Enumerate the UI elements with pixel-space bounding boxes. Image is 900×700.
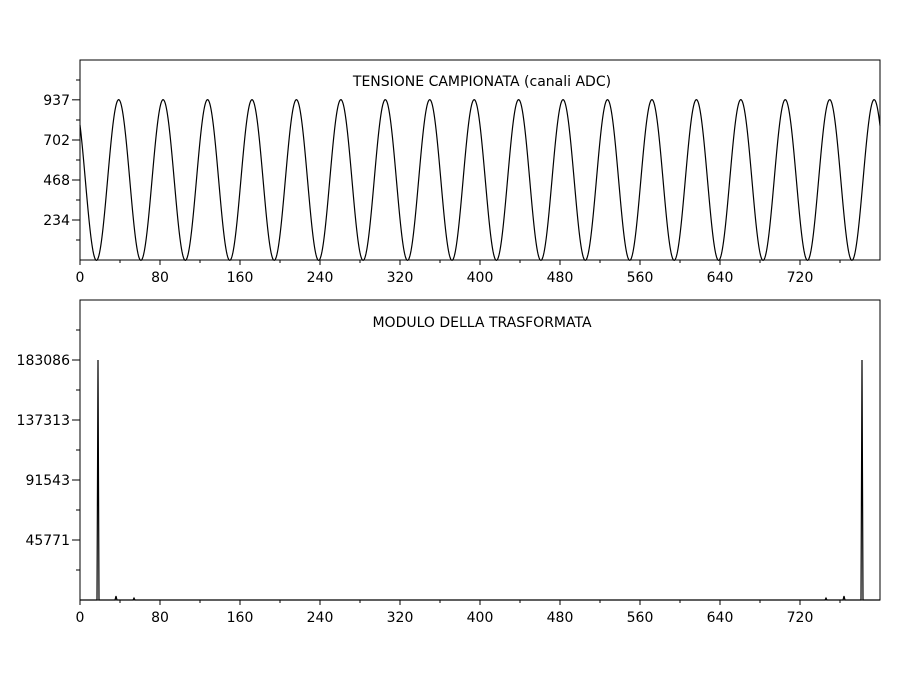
voltage-plot-x-tick-label: 720 <box>787 270 814 286</box>
voltage-plot-y-tick-label: 937 <box>43 93 70 109</box>
voltage-plot-y-tick-label: 234 <box>43 213 70 229</box>
voltage-plot-x-tick-label: 320 <box>387 270 414 286</box>
spectrum-plot-x-tick-label: 480 <box>547 610 574 626</box>
spectrum-plot-x-tick-label: 400 <box>467 610 494 626</box>
voltage-plot-title: TENSIONE CAMPIONATA (canali ADC) <box>352 74 611 90</box>
spectrum-plot-x-tick-label: 560 <box>627 610 654 626</box>
spectrum-plot-y-tick-label: 45771 <box>25 533 70 549</box>
spectrum-plot-trace <box>80 359 880 601</box>
voltage-plot-x-tick-label: 160 <box>227 270 254 286</box>
spectrum-plot-x-tick-label: 80 <box>151 610 169 626</box>
spectrum-plot-y-axis: 45771 91543 137313 183086 <box>17 329 80 571</box>
voltage-plot-frame <box>79 59 881 261</box>
voltage-plot: TENSIONE CAMPIONATA (canali ADC) 0 80 160 2… <box>43 59 881 286</box>
voltage-plot-x-tick-label: 560 <box>627 270 654 286</box>
voltage-plot-x-tick-label: 640 <box>707 270 734 286</box>
spectrum-plot-title: MODULO DELLA TRASFORMATA <box>372 315 591 331</box>
voltage-plot-x-tick-label: 0 <box>76 270 85 286</box>
spectrum-plot-x-tick-label: 0 <box>76 610 85 626</box>
spectrum-plot: MODULO DELLA TRASFORMATA 0 80 160 240 320 400… <box>17 299 881 626</box>
spectrum-plot-x-tick-label: 640 <box>707 610 734 626</box>
spectrum-plot-x-tick-label: 720 <box>787 610 814 626</box>
voltage-plot-x-tick-label: 80 <box>151 270 169 286</box>
voltage-plot-x-tick-label: 400 <box>467 270 494 286</box>
spectrum-plot-x-tick-label: 240 <box>307 610 334 626</box>
spectrum-plot-x-axis: 0 80 160 240 320 400 480 560 640 720 <box>76 600 841 626</box>
voltage-plot-x-tick-label: 480 <box>547 270 574 286</box>
spectrum-plot-y-tick-label: 91543 <box>25 473 70 489</box>
spectrum-plot-x-tick-label: 160 <box>227 610 254 626</box>
voltage-plot-x-tick-label: 240 <box>307 270 334 286</box>
voltage-plot-y-axis: 234 468 702 937 <box>43 79 80 241</box>
spectrum-plot-x-tick-label: 320 <box>387 610 414 626</box>
voltage-plot-y-tick-label: 702 <box>43 133 70 149</box>
spectrum-plot-y-tick-label: 137313 <box>17 413 70 429</box>
voltage-plot-y-tick-label: 468 <box>43 173 70 189</box>
voltage-plot-trace <box>79 99 881 261</box>
spectrum-plot-frame <box>79 299 881 601</box>
spectrum-plot-y-tick-label: 183086 <box>17 353 71 369</box>
voltage-plot-x-axis: 0 80 160 240 320 400 480 560 640 720 <box>76 260 841 286</box>
